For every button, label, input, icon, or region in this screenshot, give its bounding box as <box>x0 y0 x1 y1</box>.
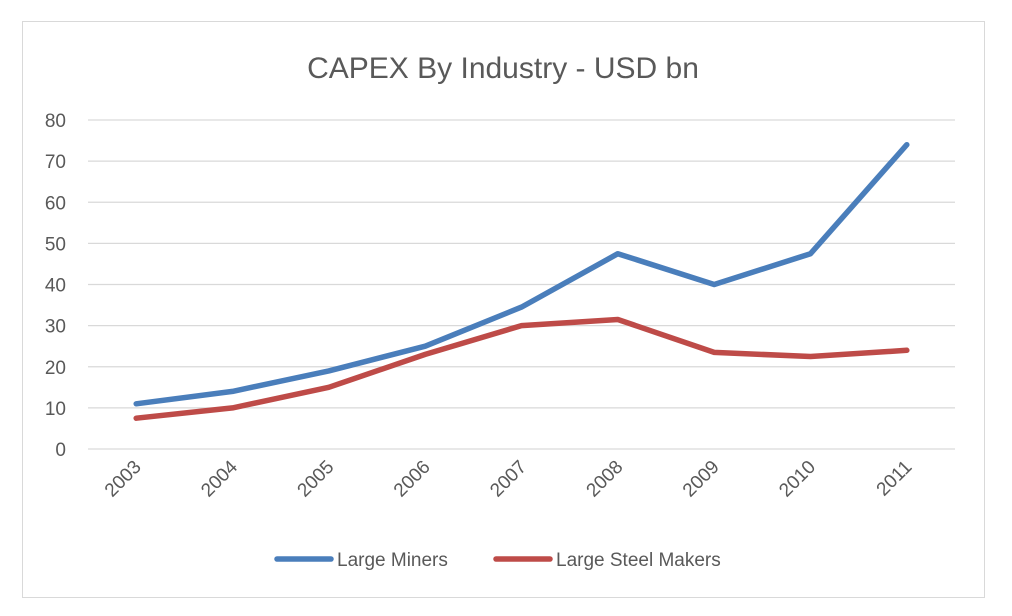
legend-label-2: Large Steel Makers <box>556 550 721 571</box>
y-tick-label: 70 <box>45 152 66 173</box>
y-tick-label: 40 <box>45 276 66 297</box>
y-axis: 0 10 20 30 40 50 60 70 80 <box>45 111 66 461</box>
y-tick-label: 50 <box>45 234 66 255</box>
x-tick-label: 2003 <box>101 457 146 502</box>
x-axis: 2003 2004 2005 2006 2007 2008 2009 2010 2011 <box>101 456 916 501</box>
chart-frame <box>22 21 985 598</box>
series-line-2 <box>133 316 910 421</box>
series-lines <box>133 141 910 421</box>
y-tick-label: 80 <box>45 111 66 132</box>
series-line-1 <box>133 141 910 407</box>
x-tick-label: 2006 <box>390 457 435 502</box>
y-tick-label: 60 <box>45 193 66 214</box>
chart-title: CAPEX By Industry - USD bn <box>307 52 699 85</box>
x-tick-label: 2004 <box>197 456 242 501</box>
legend: Large Miners Large Steel Makers <box>274 550 721 571</box>
y-tick-label: 30 <box>45 317 66 338</box>
y-tick-label: 20 <box>45 358 66 379</box>
legend-label-1: Large Miners <box>337 550 448 571</box>
x-tick-label: 2005 <box>294 457 339 502</box>
y-tick-label: 10 <box>45 399 66 420</box>
x-tick-label: 2011 <box>873 457 917 501</box>
x-tick-label: 2007 <box>486 457 531 502</box>
gridlines <box>88 119 955 450</box>
x-tick-label: 2010 <box>775 457 820 502</box>
y-tick-label: 0 <box>55 440 66 461</box>
x-tick-label: 2009 <box>679 457 724 502</box>
x-tick-label: 2008 <box>583 457 628 502</box>
